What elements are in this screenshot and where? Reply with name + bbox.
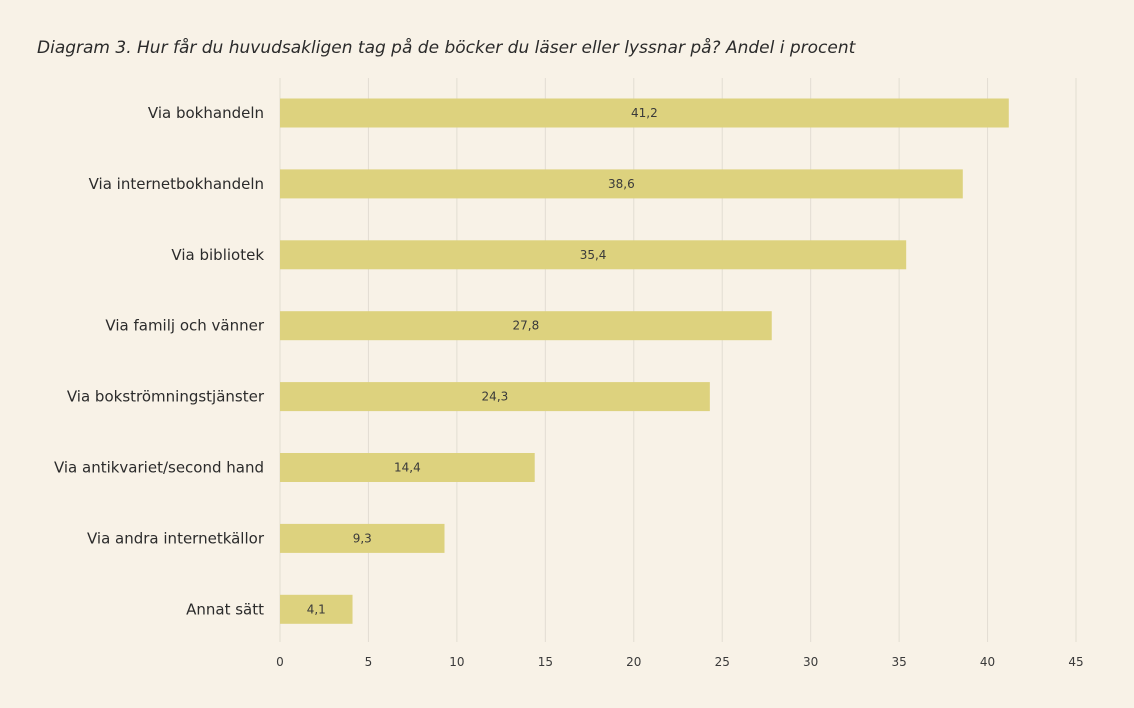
x-tick-label-0: 0 (276, 655, 284, 669)
bar-2 (280, 169, 963, 199)
bar-1 (280, 98, 1009, 128)
value-label-5: 24,3 (482, 390, 509, 404)
value-label-7: 9,3 (353, 531, 372, 545)
category-label-4: Via familj och vänner (105, 317, 264, 335)
x-tick-label-25: 25 (715, 655, 730, 669)
bar-7 (280, 523, 445, 553)
bar-4 (280, 311, 772, 341)
category-label-2: Via internetbokhandeln (89, 175, 264, 193)
x-tick-label-15: 15 (538, 655, 553, 669)
label-layer: Via bokhandeln 41,2 Via internetbokhandeln… (54, 104, 658, 618)
value-label-6: 14,4 (394, 461, 421, 475)
x-axis-ticks: 0 5 10 15 20 25 30 35 40 45 (276, 655, 1083, 669)
category-label-1: Via bokhandeln (148, 104, 264, 122)
bar-6 (280, 453, 535, 482)
category-label-3: Via bibliotek (171, 246, 264, 264)
value-label-8: 4,1 (307, 602, 326, 616)
bar-layer (280, 98, 1009, 624)
x-tick-label-35: 35 (891, 655, 906, 669)
value-label-3: 35,4 (580, 248, 607, 262)
x-tick-label-45: 45 (1068, 655, 1083, 669)
x-tick-label-5: 5 (365, 655, 373, 669)
value-label-2: 38,6 (608, 177, 635, 191)
value-label-4: 27,8 (513, 319, 540, 333)
grid-layer (279, 78, 1077, 642)
value-label-1: 41,2 (631, 106, 658, 120)
category-label-6: Via antikvariet/second hand (54, 459, 264, 477)
x-tick-label-40: 40 (980, 655, 995, 669)
category-label-5: Via bokströmningstjänster (67, 388, 265, 406)
chart-title: Diagram 3. Hur får du huvudsakligen tag … (37, 38, 856, 58)
bar-8 (280, 594, 353, 624)
x-tick-label-30: 30 (803, 655, 818, 669)
category-label-7: Via andra internetkällor (87, 529, 265, 547)
bar-3 (280, 240, 907, 270)
bar-5 (280, 382, 710, 412)
x-tick-label-10: 10 (449, 655, 464, 669)
category-label-8: Annat sätt (186, 600, 264, 618)
x-tick-label-20: 20 (626, 655, 641, 669)
